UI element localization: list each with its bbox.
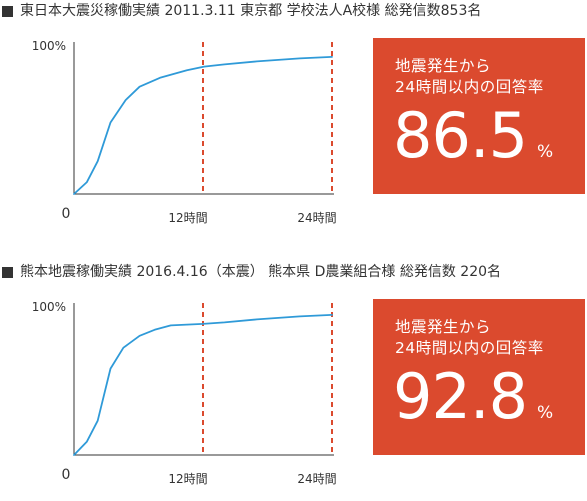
y-tick-label: 100% <box>32 300 66 314</box>
response-rate-box: 地震発生から 24時間以内の回答率 92.8 % <box>373 299 585 455</box>
y-tick-label: 100% <box>32 39 66 53</box>
response-rate-caption-line2: 24時間以内の回答率 <box>395 339 544 357</box>
response-rate-caption-line1: 地震発生から <box>395 57 492 75</box>
response-rate-value: 86.5 <box>393 99 528 172</box>
square-bullet-icon <box>2 5 13 17</box>
x-tick-label: 12時間 <box>168 472 207 486</box>
response-rate-unit: % <box>537 403 554 423</box>
section-heading: 熊本地震稼働実績 2016.4.16（本震） 熊本県 D農業組合様 総発信数 2… <box>0 262 501 282</box>
section-heading: 東日本大震災稼働実績 2011.3.11 東京都 学校法人A校様 総発信数853… <box>0 1 481 21</box>
x-tick-label: 12時間 <box>168 211 207 225</box>
x-tick-label: 0 <box>62 467 71 483</box>
response-rate-caption-line2: 24時間以内の回答率 <box>395 78 544 96</box>
response-rate-series-line <box>73 314 333 456</box>
response-rate-caption-line1: 地震発生から <box>395 318 492 336</box>
x-tick-label: 24時間 <box>297 472 336 486</box>
chart-section-tohoku: 東日本大震災稼働実績 2011.3.11 東京都 学校法人A校様 総発信数853… <box>0 0 587 225</box>
chart-section-kumamoto: 熊本地震稼働実績 2016.4.16（本震） 熊本県 D農業組合様 総発信数 2… <box>0 261 587 486</box>
x-tick-label: 0 <box>62 206 71 222</box>
response-rate-series-line <box>73 56 333 195</box>
x-tick-label: 24時間 <box>297 211 336 225</box>
response-rate-unit: % <box>537 142 554 162</box>
response-rate-line-chart: 100% 0 12時間 24時間 <box>32 300 337 486</box>
response-rate-box: 地震発生から 24時間以内の回答率 86.5 % <box>373 38 585 194</box>
section-heading-text: 熊本地震稼働実績 2016.4.16（本震） 熊本県 D農業組合様 総発信数 2… <box>20 264 502 280</box>
response-rate-value: 92.8 <box>393 360 528 433</box>
section-heading-text: 東日本大震災稼働実績 2011.3.11 東京都 学校法人A校様 総発信数853… <box>20 3 482 19</box>
response-rate-line-chart: 100% 0 12時間 24時間 <box>32 39 337 225</box>
square-bullet-icon <box>2 266 13 278</box>
